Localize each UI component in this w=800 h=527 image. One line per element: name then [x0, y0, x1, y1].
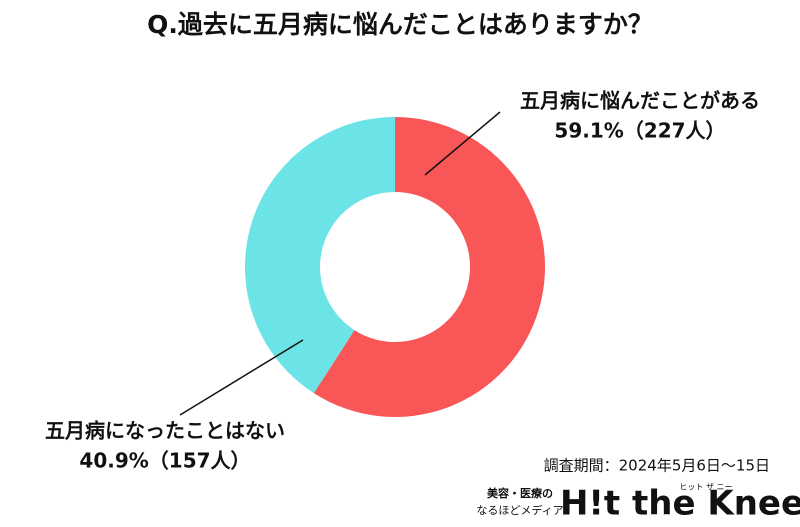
slice-label: 五月病に悩んだことがある [520, 89, 760, 113]
value-label: 40.9%（157人） [79, 449, 250, 473]
slice [244, 117, 395, 394]
value-label: 59.1%（227人） [554, 119, 725, 143]
slice [313, 117, 545, 417]
logo-name: H!t the Knee [560, 484, 800, 524]
logo-tagline: なるほどメディア [476, 503, 563, 517]
leader-line [179, 339, 304, 416]
chart-title: Q.過去に五月病に悩んだことはありますか？ [147, 10, 653, 39]
logo-ruby: ヒット ザ ニー [679, 483, 732, 492]
leader-line [424, 111, 501, 176]
footnote: 調査期間：2024年5月6日〜15日 [544, 457, 770, 475]
slice-label: 五月病になったことはない [45, 419, 285, 443]
logo-tagline: 美容・医療の [487, 486, 553, 500]
